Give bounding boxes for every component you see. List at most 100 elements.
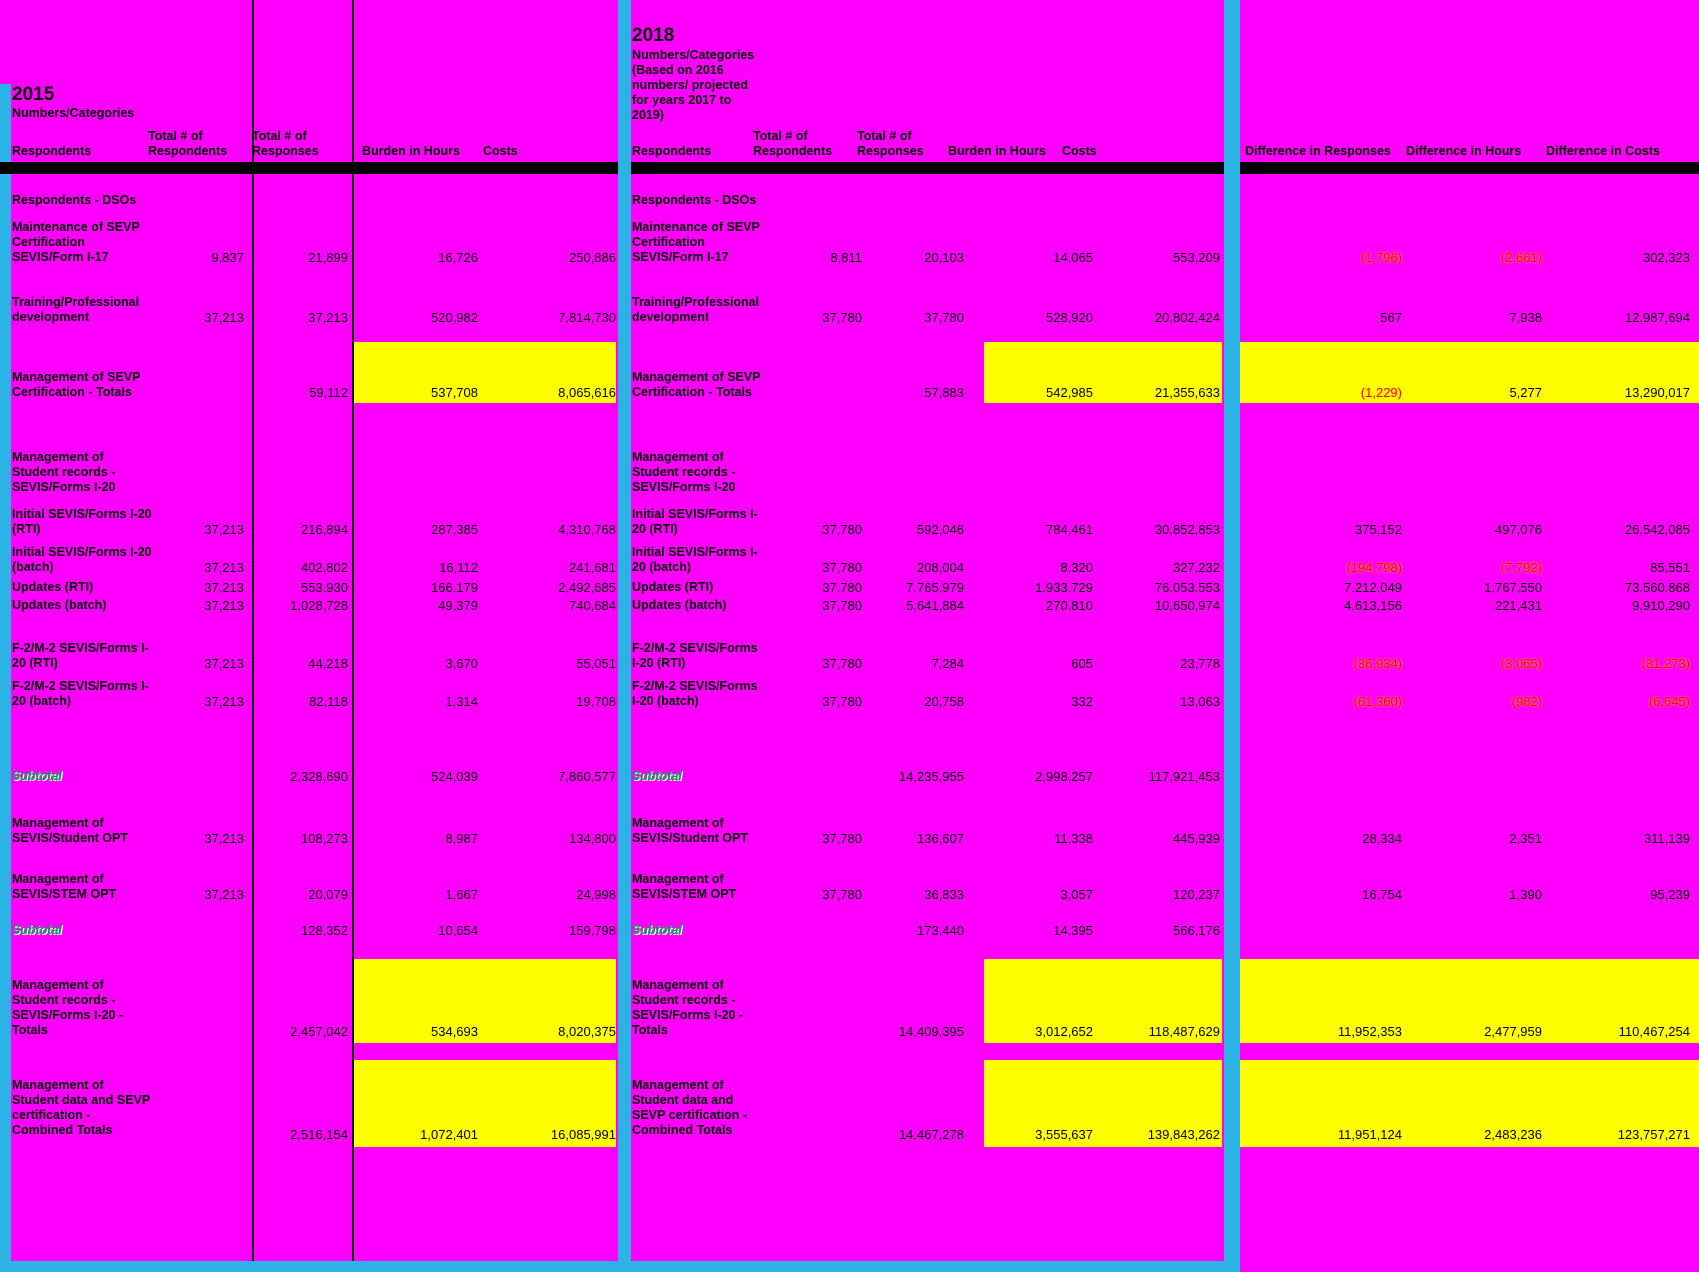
cell-2015-f2m2-batch-respondents: 37,213 — [204, 694, 244, 709]
cell-2015-combined-totals-hours: 1,072,401 — [420, 1127, 478, 1142]
cell-2015-subtotal-opt-responses: 128,352 — [301, 923, 348, 938]
cell-diff-f2m2-rti-responses: (36,934) — [1353, 656, 1402, 671]
cell-2015-subtotal-opt-hours: 10,654 — [438, 923, 478, 938]
cell-2015-f2m2-batch-hours: 1,314 — [445, 694, 478, 709]
header-underline-band — [0, 162, 1699, 174]
cell-diff-f2m2-batch-costs: (6,645) — [1648, 694, 1690, 709]
cell-2015-stem-opt-responses: 20,079 — [308, 887, 348, 902]
label-2018-combined-totals: Management of Student data and SEVP cert… — [632, 1078, 748, 1137]
label-2018-subtotal-opt: Subtotal — [632, 923, 682, 937]
cell-diff-initial-rti-responses: 375,152 — [1355, 522, 1402, 537]
cell-diff-combined-totals-hours: 2,483,236 — [1484, 1127, 1542, 1142]
cell-2018-training-responses: 37,780 — [924, 310, 964, 325]
header-2015-total-respondents: Total # of Respondents — [148, 129, 228, 158]
cell-2015-updates-batch-respondents: 37,213 — [204, 598, 244, 613]
gridline-respondents-responses — [252, 0, 254, 1261]
cell-2015-updates-rti-hours: 166,179 — [431, 580, 478, 595]
cell-diff-maintenance-costs: 302,323 — [1643, 250, 1690, 265]
cell-diff-initial-batch-costs: 85,551 — [1650, 560, 1690, 575]
cell-2018-initial-rti-costs: 30,852,853 — [1154, 522, 1220, 537]
cell-2015-stem-opt-hours: 1,667 — [445, 887, 478, 902]
cell-2018-f2m2-batch-responses: 20,758 — [924, 694, 964, 709]
divider-bar-2015-2018 — [618, 0, 631, 1272]
header-2018-respondents: Respondents — [632, 144, 712, 158]
row-student-opt: 37,213 108,273 8,987 134,800 37,780 136,… — [0, 831, 1699, 847]
cell-2015-f2m2-rti-hours: 3,670 — [445, 656, 478, 671]
cell-diff-sevp-totals-responses: (1,229) — [1360, 385, 1402, 400]
cell-diff-records-totals-responses: 11,952,353 — [1337, 1024, 1402, 1039]
label-2015-subtotal-records: Subtotal — [12, 769, 62, 783]
row-initial-batch: 37,213 402,802 16,112 241,681 37,780 208… — [0, 560, 1699, 576]
cell-2018-updates-batch-respondents: 37,780 — [822, 598, 862, 613]
row-training: 37,213 37,213 520,982 7,814,730 37,780 3… — [0, 310, 1699, 326]
cell-2018-records-totals-costs: 118,487,629 — [1148, 1024, 1220, 1039]
label-2018-subtotal-records: Subtotal — [632, 769, 682, 783]
cell-diff-updates-rti-responses: 7,212,049 — [1344, 580, 1402, 595]
cell-2015-initial-batch-costs: 241,681 — [569, 560, 616, 575]
cell-2015-updates-batch-costs: 740,684 — [569, 598, 616, 613]
cell-diff-stem-opt-responses: 16,754 — [1362, 887, 1402, 902]
cell-2018-f2m2-batch-respondents: 37,780 — [822, 694, 862, 709]
header-2018-total-responses: Total # of Responses — [857, 129, 924, 158]
cell-2015-f2m2-rti-costs: 55,051 — [576, 656, 616, 671]
row-subtotal-records: 2,328,690 524,039 7,860,577 14,235,955 2… — [0, 769, 1699, 785]
cell-2015-subtotal-records-responses: 2,328,690 — [290, 769, 348, 784]
cell-diff-maintenance-responses: (1,796) — [1360, 250, 1402, 265]
label-2015-student-opt: Management of SEVIS/Student OPT — [12, 816, 128, 845]
cell-2015-maintenance-respondents: 9,837 — [211, 250, 244, 265]
cell-2018-f2m2-batch-hours: 332 — [1071, 694, 1093, 709]
cell-2015-initial-rti-costs: 4,310,768 — [558, 522, 616, 537]
section-subtitle-2018: Numbers/Categories (Based on 2016 number… — [632, 48, 755, 122]
cell-diff-sevp-totals-hours: 5,277 — [1509, 385, 1542, 400]
section-title-2015: 2015 — [12, 84, 55, 105]
left-edge-divider-bar — [0, 84, 11, 1272]
cell-2018-subtotal-opt-responses: 173,440 — [917, 923, 964, 938]
highlight-diff-records-totals — [1240, 959, 1699, 1043]
highlight-2015-combined-totals — [354, 1060, 616, 1147]
cell-diff-f2m2-batch-hours: (982) — [1511, 694, 1542, 709]
cell-2015-subtotal-records-costs: 7,860,577 — [558, 769, 616, 784]
cell-2015-combined-totals-costs: 16,085,991 — [550, 1127, 616, 1142]
header-difference-in-hours: Difference in Hours — [1406, 144, 1522, 158]
cell-diff-updates-batch-costs: 9,910,290 — [1632, 598, 1690, 613]
cell-2018-records-totals-hours: 3,012,652 — [1035, 1024, 1093, 1039]
row-records-totals: 2,457,042 534,693 8,020,375 14,409,395 3… — [0, 1024, 1699, 1040]
cell-2018-f2m2-batch-costs: 13,063 — [1180, 694, 1220, 709]
cell-2018-records-totals-responses: 14,409,395 — [898, 1024, 964, 1039]
cell-2018-initial-rti-respondents: 37,780 — [822, 522, 862, 537]
highlight-2018-sevp-totals — [984, 342, 1222, 403]
cell-2015-student-opt-responses: 108,273 — [301, 831, 348, 846]
cell-2018-maintenance-costs: 553,209 — [1173, 250, 1220, 265]
highlight-2018-records-totals — [984, 959, 1222, 1043]
label-2015-records-totals: Management of Student records - SEVIS/Fo… — [12, 978, 124, 1037]
label-2018-initial-rti: Initial SEVIS/Forms I- 20 (RTI) — [632, 507, 758, 536]
cell-2018-initial-batch-costs: 327,232 — [1173, 560, 1220, 575]
cell-2018-maintenance-hours: 14,065 — [1053, 250, 1093, 265]
cell-2015-records-totals-responses: 2,457,042 — [290, 1024, 348, 1039]
header-difference-in-costs: Difference in Costs — [1546, 144, 1660, 158]
cell-2015-stem-opt-respondents: 37,213 — [204, 887, 244, 902]
cell-2018-student-opt-hours: 11,338 — [1054, 831, 1093, 846]
cell-2015-training-hours: 520,982 — [431, 310, 478, 325]
label-2015-sevp-totals: Management of SEVP Certification - Total… — [12, 370, 141, 399]
label-2018-training: Training/Professional development — [632, 295, 760, 324]
cell-2018-student-opt-respondents: 37,780 — [822, 831, 862, 846]
cell-2015-updates-rti-costs: 2,492,685 — [558, 580, 616, 595]
cell-2015-initial-rti-responses: 216,894 — [301, 522, 348, 537]
cell-2015-initial-rti-respondents: 37,213 — [204, 522, 244, 537]
label-2015-records-heading: Management of Student records - SEVIS/Fo… — [12, 450, 116, 494]
row-combined-totals: 2,516,154 1,072,401 16,085,991 14,467,27… — [0, 1127, 1699, 1143]
group-2015-respondents-dsos: Respondents - DSOs — [12, 193, 137, 207]
section-title-2018: 2018 — [632, 25, 675, 46]
cell-2015-updates-batch-hours: 49,379 — [438, 598, 478, 613]
header-difference-in-responses: Difference in Responses — [1245, 144, 1391, 158]
highlight-diff-combined-totals — [1240, 1060, 1699, 1147]
label-2015-stem-opt: Management of SEVIS/STEM OPT — [12, 872, 117, 901]
label-2018-maintenance: Maintenance of SEVP Certification SEVIS/… — [632, 220, 760, 264]
highlight-2015-sevp-totals — [354, 342, 616, 403]
highlight-2015-records-totals — [354, 959, 616, 1043]
cell-2015-initial-rti-hours: 287,385 — [431, 522, 478, 537]
cell-2015-maintenance-hours: 16,726 — [438, 250, 478, 265]
cell-2018-updates-rti-costs: 76,053,553 — [1154, 580, 1220, 595]
label-2018-f2m2-batch: F-2/M-2 SEVIS/Forms I-20 (batch) — [632, 679, 758, 708]
